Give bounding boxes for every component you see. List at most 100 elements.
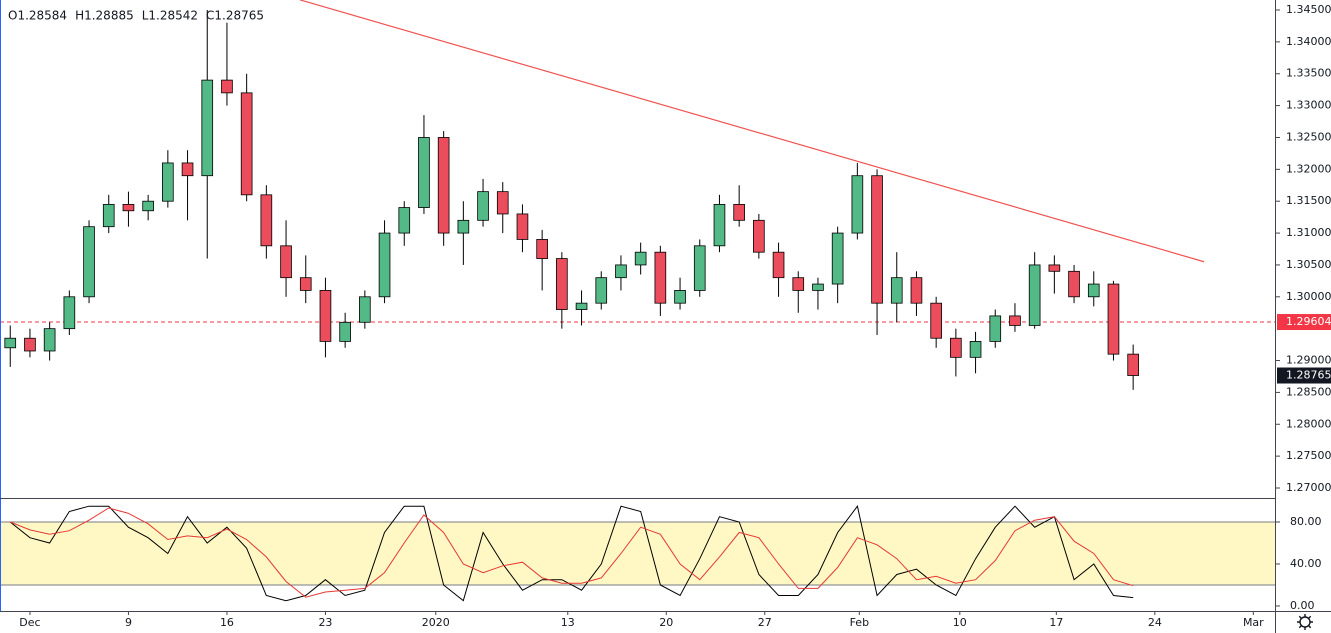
x-tick-label: 17	[1049, 616, 1063, 629]
candle-body	[812, 283, 824, 291]
axes: 1.34500 1.34000 1.33500 1.33000 1.32500 1.320…	[19, 3, 1331, 629]
y-tick-label: 1.33500	[1286, 67, 1331, 80]
candle-body	[615, 264, 627, 279]
candle-body	[1048, 264, 1061, 272]
trendline	[299, 0, 1205, 263]
candle-body	[437, 137, 450, 234]
y-tick-label: 1.32000	[1286, 162, 1331, 175]
candle-body	[969, 341, 982, 358]
y-tick-label: 1.29000	[1286, 354, 1331, 367]
candle-body	[950, 337, 962, 358]
candle-body	[989, 315, 1002, 342]
candle-body	[4, 337, 17, 349]
ohlc-value: O1.28584	[8, 9, 67, 23]
y-tick-label: 1.33000	[1286, 99, 1331, 112]
y-tick-label: 1.34500	[1286, 3, 1331, 16]
candle-body	[792, 277, 805, 291]
x-tick-label: 24	[1148, 616, 1162, 629]
candle-body	[122, 203, 135, 212]
x-tick-label: 20	[659, 616, 673, 629]
candle-body	[693, 245, 706, 291]
candle-body	[181, 162, 194, 177]
x-tick-label: 2020	[422, 616, 450, 629]
y-tick-label: 1.30500	[1286, 258, 1331, 271]
candle-body	[575, 302, 588, 310]
x-tick-label: Dec	[19, 616, 40, 629]
candle-body	[260, 194, 273, 247]
candle-body	[83, 226, 95, 298]
hline-label: 1.29604	[1286, 315, 1331, 328]
candle-body	[595, 277, 608, 304]
x-tick-label: 27	[758, 616, 772, 629]
candle-body	[674, 290, 686, 304]
x-tick-label: 16	[220, 616, 234, 629]
candle-body	[319, 290, 332, 342]
candle-body	[359, 296, 371, 323]
candle-body	[556, 258, 568, 310]
candle-body	[1068, 270, 1080, 298]
oscillator-pane	[0, 505, 1275, 602]
candle-body	[280, 245, 292, 279]
candle-body	[654, 251, 667, 304]
ohlc-header: O1.28584 H1.28885 L1.28542 C1.28765	[8, 9, 264, 23]
candle-body	[634, 251, 647, 266]
y-tick-label: 40.00	[1290, 557, 1322, 570]
candle-body	[142, 200, 154, 212]
y-tick-label: 1.27000	[1286, 481, 1331, 494]
candle-body	[378, 232, 391, 298]
x-tick-label: 23	[318, 616, 332, 629]
y-tick-label: 1.28500	[1286, 385, 1331, 398]
candle-body	[43, 328, 56, 352]
y-tick-label: 1.27500	[1286, 449, 1331, 462]
candle-body	[418, 137, 430, 208]
y-tick-label: 0.00	[1290, 599, 1315, 612]
ohlc-value: C1.28765	[206, 9, 264, 23]
x-tick-label: 10	[953, 616, 967, 629]
candle-body	[102, 203, 115, 228]
candle-body	[398, 207, 411, 234]
y-tick-label: 1.30000	[1286, 290, 1331, 303]
candle-body	[890, 277, 903, 304]
oscillator-line	[9, 505, 1134, 602]
candle-body	[1127, 353, 1139, 376]
candle-body	[910, 277, 923, 304]
candle-body	[516, 213, 529, 240]
candle-body	[496, 191, 509, 215]
candle-body	[240, 92, 253, 196]
y-tick-label: 1.34000	[1286, 35, 1331, 48]
settings-icon[interactable]	[1297, 614, 1313, 630]
y-tick-label: 1.28000	[1286, 417, 1331, 430]
oscillator-line	[10, 507, 1134, 598]
candle-body	[457, 219, 470, 234]
candle-body	[871, 175, 883, 304]
y-tick-label: 1.31500	[1286, 194, 1331, 207]
candle-body	[299, 277, 312, 291]
candle-body	[24, 337, 36, 352]
ohlc-value: L1.28542	[142, 9, 198, 23]
candle-body	[753, 219, 765, 253]
candle-body	[930, 302, 942, 339]
candle-body	[851, 175, 864, 234]
y-tick-label: 1.31000	[1286, 226, 1331, 239]
y-tick-label: 80.00	[1290, 515, 1322, 528]
x-tick-label: 9	[125, 616, 132, 629]
candle-body	[733, 203, 745, 221]
candle-body	[536, 239, 548, 259]
candle-body	[221, 79, 233, 94]
band	[0, 521, 1275, 585]
x-tick-label: Mar	[1243, 616, 1264, 629]
last-price-box	[1277, 367, 1331, 384]
candle-body	[201, 79, 214, 177]
candle-body	[477, 191, 489, 221]
candle-body	[772, 251, 785, 279]
candle-body	[1087, 283, 1100, 298]
candle-body	[63, 296, 76, 330]
x-tick-label: 13	[561, 616, 575, 629]
last-price-label: 1.28765	[1286, 369, 1331, 382]
gear-teeth[interactable]	[1297, 614, 1313, 630]
x-tick-label: Feb	[850, 616, 869, 629]
candle-body	[1107, 283, 1120, 355]
candle-body	[1028, 264, 1041, 326]
price-pane	[0, 0, 1275, 390]
candle-body	[831, 232, 844, 285]
